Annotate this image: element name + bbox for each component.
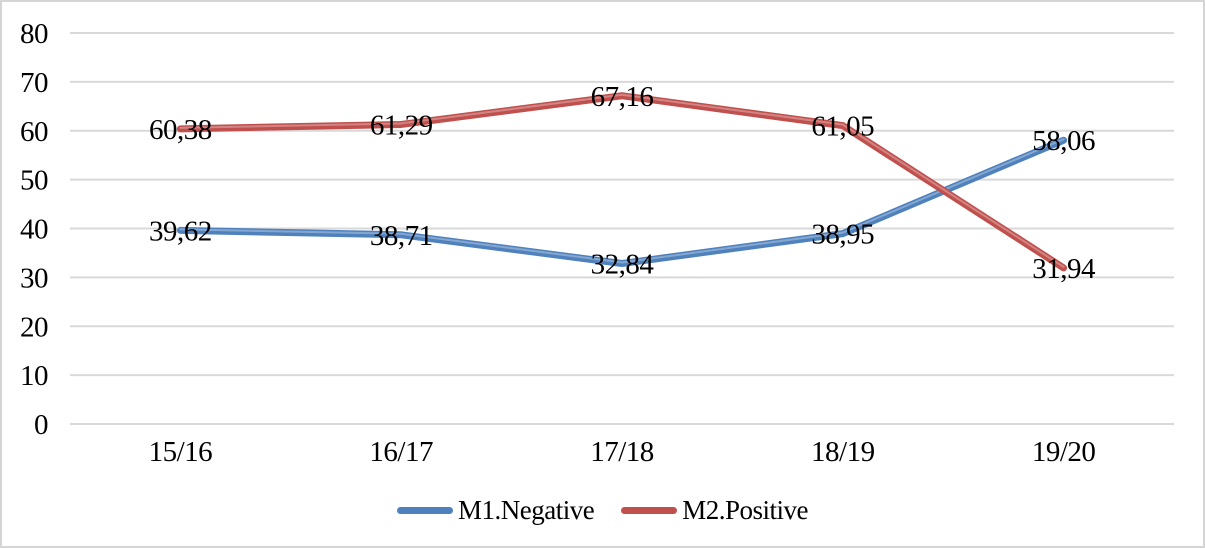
data-label: 32,84 bbox=[591, 248, 655, 280]
data-label: 38,71 bbox=[370, 220, 433, 252]
data-label: 39,62 bbox=[149, 215, 212, 247]
y-tick-label: 30 bbox=[20, 262, 48, 294]
x-tick-label: 17/18 bbox=[590, 436, 654, 468]
data-label: 58,06 bbox=[1032, 125, 1095, 157]
data-label: 67,16 bbox=[591, 81, 654, 113]
chart-legend: M1.Negative M2.Positive bbox=[2, 489, 1203, 531]
x-tick-label: 19/20 bbox=[1032, 436, 1096, 468]
data-label: 61,29 bbox=[370, 109, 433, 141]
series-line-m2-positive bbox=[176, 92, 1068, 272]
data-label: 61,05 bbox=[811, 111, 874, 143]
series-line-highlight bbox=[179, 138, 1065, 264]
data-label: 60,38 bbox=[149, 114, 212, 146]
y-tick-label: 20 bbox=[20, 311, 48, 343]
series-line-highlight bbox=[179, 93, 1065, 268]
legend-swatch-m2-positive bbox=[621, 506, 678, 514]
y-tick-label: 60 bbox=[20, 116, 48, 148]
line-chart: 0 10 20 30 40 50 60 70 80 15/16 16/17 17/18 18/19 19/… bbox=[20, 18, 1174, 468]
legend-label-m2-positive: M2.Positive bbox=[682, 494, 808, 525]
y-tick-label: 0 bbox=[34, 409, 48, 441]
x-tick-label: 15/16 bbox=[149, 436, 213, 468]
x-tick-label: 16/17 bbox=[369, 436, 433, 468]
legend-swatch-m1-negative bbox=[397, 506, 453, 514]
legend-label-m1-negative: M1.Negative bbox=[458, 494, 595, 525]
y-tick-label: 40 bbox=[20, 214, 48, 246]
data-label: 38,95 bbox=[811, 219, 874, 251]
legend-item-m2-positive: M2.Positive bbox=[621, 494, 808, 525]
data-label: 31,94 bbox=[1032, 253, 1096, 285]
y-tick-label: 10 bbox=[20, 360, 48, 392]
y-tick-label: 50 bbox=[20, 165, 48, 197]
x-tick-label: 18/19 bbox=[811, 436, 875, 468]
y-tick-label: 70 bbox=[20, 67, 48, 99]
legend-item-m1-negative: M1.Negative bbox=[397, 494, 595, 525]
y-tick-label: 80 bbox=[20, 18, 48, 50]
series-line-m1-negative bbox=[176, 136, 1068, 267]
